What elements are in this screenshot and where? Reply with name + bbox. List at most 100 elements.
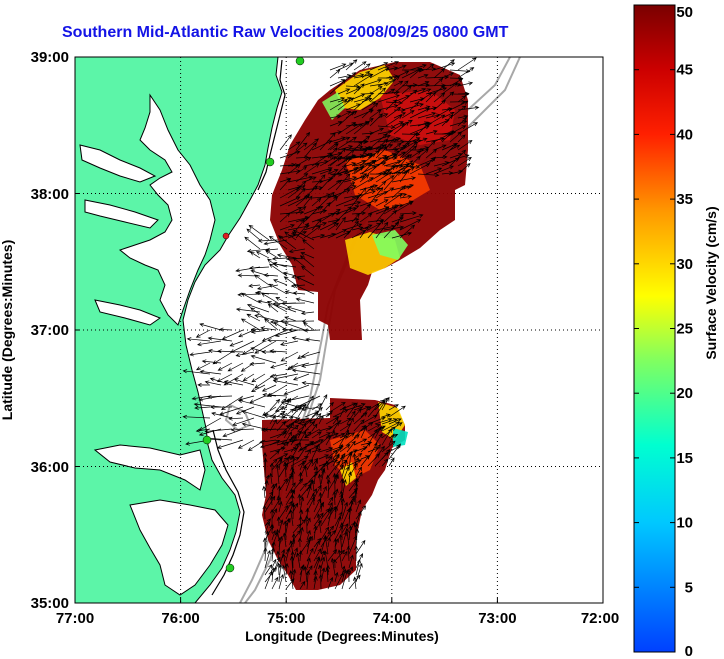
velocity-arrow [199,369,222,375]
velocity-arrow [279,177,291,191]
velocity-arrow [353,489,358,506]
velocity-arrow [303,225,322,239]
velocity-arrow [409,101,420,111]
velocity-arrow [339,490,344,506]
velocity-arrow [417,121,429,127]
velocity-arrow [311,403,323,411]
velocity-arrow [425,63,435,71]
velocity-arrow [261,292,279,304]
velocity-arrow [359,203,372,215]
velocity-arrow [377,124,396,130]
velocity-arrow [369,127,385,135]
velocity-arrow [197,382,211,388]
velocity-arrow [267,303,279,313]
velocity-arrow [313,570,318,583]
velocity-arrow [441,91,455,103]
velocity-arrow [269,440,281,446]
velocity-arrow [391,142,402,151]
velocity-arrow [318,394,328,411]
velocity-arrow [301,381,321,386]
velocity-arrow [282,271,297,277]
velocity-arrow [325,429,335,446]
velocity-arrow [227,362,244,372]
velocity-arrow [286,305,306,313]
velocity-arrow [449,149,467,167]
velocity-arrow [399,185,412,191]
velocity-arrow [198,428,222,437]
velocity-arrow [305,570,311,590]
velocity-arrow [343,145,364,151]
velocity-arrow [339,405,346,418]
velocity-arrow [401,140,418,151]
velocity-arrow [306,557,311,569]
colorbar-tick-label: 25 [676,321,693,338]
velocity-arrow [355,558,361,576]
velocity-arrow [343,220,359,239]
velocity-arrow [189,351,211,357]
velocity-arrow [343,200,362,207]
velocity-arrow [212,351,233,365]
velocity-arrow [287,142,308,159]
velocity-arrow [325,401,334,411]
velocity-arrow [298,550,303,562]
velocity-arrow [276,398,287,411]
velocity-arrow [327,147,338,159]
velocity-arrow [301,406,321,412]
velocity-arrow [346,440,356,453]
velocity-arrow [199,322,222,331]
velocity-arrow [264,570,273,590]
velocity-arrow [319,169,333,175]
velocity-arrow [457,105,480,111]
velocity-arrow [279,134,292,151]
velocity-arrow [449,105,467,119]
velocity-patch-cyan-south [393,428,408,447]
velocity-arrow [359,174,370,183]
velocity-arrow [295,552,301,569]
velocity-arrow [282,532,287,548]
velocity-arrow [249,361,266,366]
velocity-arrow [291,336,310,342]
velocity-arrow [270,362,288,369]
velocity-arrow [337,96,352,103]
velocity-arrow [262,485,267,499]
velocity-arrow [290,417,301,425]
velocity-arrow [340,497,345,513]
x-tick-label: 76:00 [161,610,199,627]
colorbar-tick-label: 5 [685,579,693,596]
velocity-arrow [238,329,255,338]
velocity-arrow [211,411,233,419]
velocity-arrow [341,501,349,520]
velocity-arrow [318,574,323,590]
velocity-arrow [351,211,367,216]
velocity-arrow [295,297,315,304]
velocity-arrow [367,169,391,183]
velocity-arrow [348,566,353,576]
velocity-arrow [346,545,351,562]
velocity-arrow [242,373,255,382]
velocity-arrow [393,70,410,79]
velocity-arrow [284,316,297,322]
velocity-arrow [383,138,395,151]
velocity-arrow [182,369,211,375]
velocity-arrow [401,103,424,111]
velocity-arrow [209,377,233,386]
velocity-arrow [293,284,315,295]
velocity-arrow [237,292,261,297]
velocity-arrow [313,575,318,590]
velocity-arrow [449,100,469,111]
station-marker [222,232,230,240]
velocity-arrow [290,494,295,506]
velocity-arrow [359,224,373,231]
velocity-arrow [283,416,294,425]
y-tick-label: 37:00 [31,322,69,339]
velocity-arrow [261,384,277,392]
velocity-arrow [281,301,306,306]
velocity-arrow [351,166,364,175]
velocity-arrow [401,119,413,127]
velocity-arrow [388,443,401,460]
velocity-arrow [323,550,329,569]
velocity-arrow [300,351,321,359]
velocity-arrow [441,72,455,79]
velocity-arrow [320,556,326,569]
